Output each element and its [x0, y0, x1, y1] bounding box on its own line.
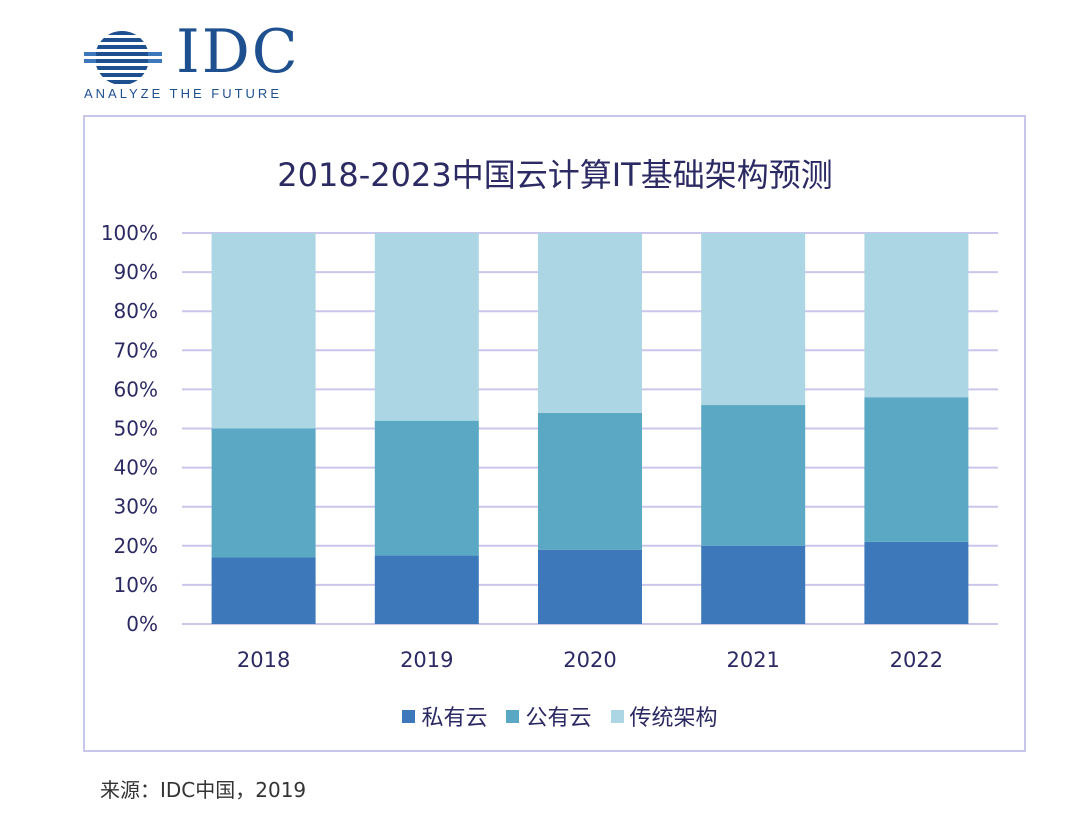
bar-traditional-2022: [864, 233, 969, 398]
legend-swatch-private-cloud: [402, 709, 416, 723]
idc-logo-tagline: ANALYZE THE FUTURE: [84, 86, 282, 101]
idc-globe-logo-icon: [84, 31, 162, 84]
y-tick-label: 100%: [101, 221, 158, 245]
x-tick-label: 2019: [400, 648, 453, 672]
y-tick-label: 60%: [114, 377, 158, 401]
x-tick-label: 2018: [237, 648, 290, 672]
legend-swatch-traditional: [610, 709, 624, 723]
x-tick-label: 2020: [563, 648, 616, 672]
y-tick-label: 90%: [114, 260, 158, 284]
bar-public-cloud-2019: [374, 420, 479, 556]
x-tick-label: 2022: [890, 648, 943, 672]
bar-public-cloud-2021: [701, 405, 806, 546]
y-tick-label: 50%: [114, 417, 158, 441]
chart-title: 2018-2023中国云计算IT基础架构预测: [277, 156, 833, 194]
y-tick-label: 30%: [114, 495, 158, 519]
legend-item-traditional: 传统架构: [610, 700, 718, 732]
y-tick-label: 10%: [114, 573, 158, 597]
source-note: 来源：IDC中国，2019: [100, 778, 307, 802]
bar-private-cloud-2019: [374, 555, 479, 624]
bar-traditional-2021: [701, 233, 806, 406]
bar-public-cloud-2022: [864, 397, 969, 542]
chart-legend: 私有云 公有云 传统架构: [0, 700, 1080, 732]
legend-label-traditional: 传统架构: [629, 706, 718, 731]
y-tick-label: 80%: [114, 299, 158, 323]
legend-item-public-cloud: 公有云: [506, 700, 592, 732]
idc-logo: IDC ANALYZE THE FUTURE: [84, 18, 324, 108]
bar-private-cloud-2022: [864, 541, 969, 624]
x-tick-label: 2021: [726, 648, 779, 672]
bar-public-cloud-2018: [211, 428, 316, 558]
bar-traditional-2019: [374, 233, 479, 421]
bar-private-cloud-2018: [211, 557, 316, 624]
y-tick-label: 70%: [114, 338, 158, 362]
legend-swatch-public-cloud: [506, 709, 520, 723]
bar-traditional-2018: [211, 233, 316, 429]
y-tick-label: 20%: [114, 534, 158, 558]
legend-label-private-cloud: 私有云: [421, 706, 488, 731]
y-tick-label: 40%: [114, 456, 158, 480]
legend-label-public-cloud: 公有云: [525, 706, 592, 731]
bar-private-cloud-2020: [538, 549, 642, 624]
bar-private-cloud-2021: [701, 545, 806, 624]
bar-public-cloud-2020: [538, 412, 642, 550]
y-tick-label: 0%: [126, 612, 158, 636]
bar-traditional-2020: [538, 233, 642, 413]
legend-item-private-cloud: 私有云: [402, 700, 487, 732]
idc-logo-text: IDC: [176, 17, 300, 87]
